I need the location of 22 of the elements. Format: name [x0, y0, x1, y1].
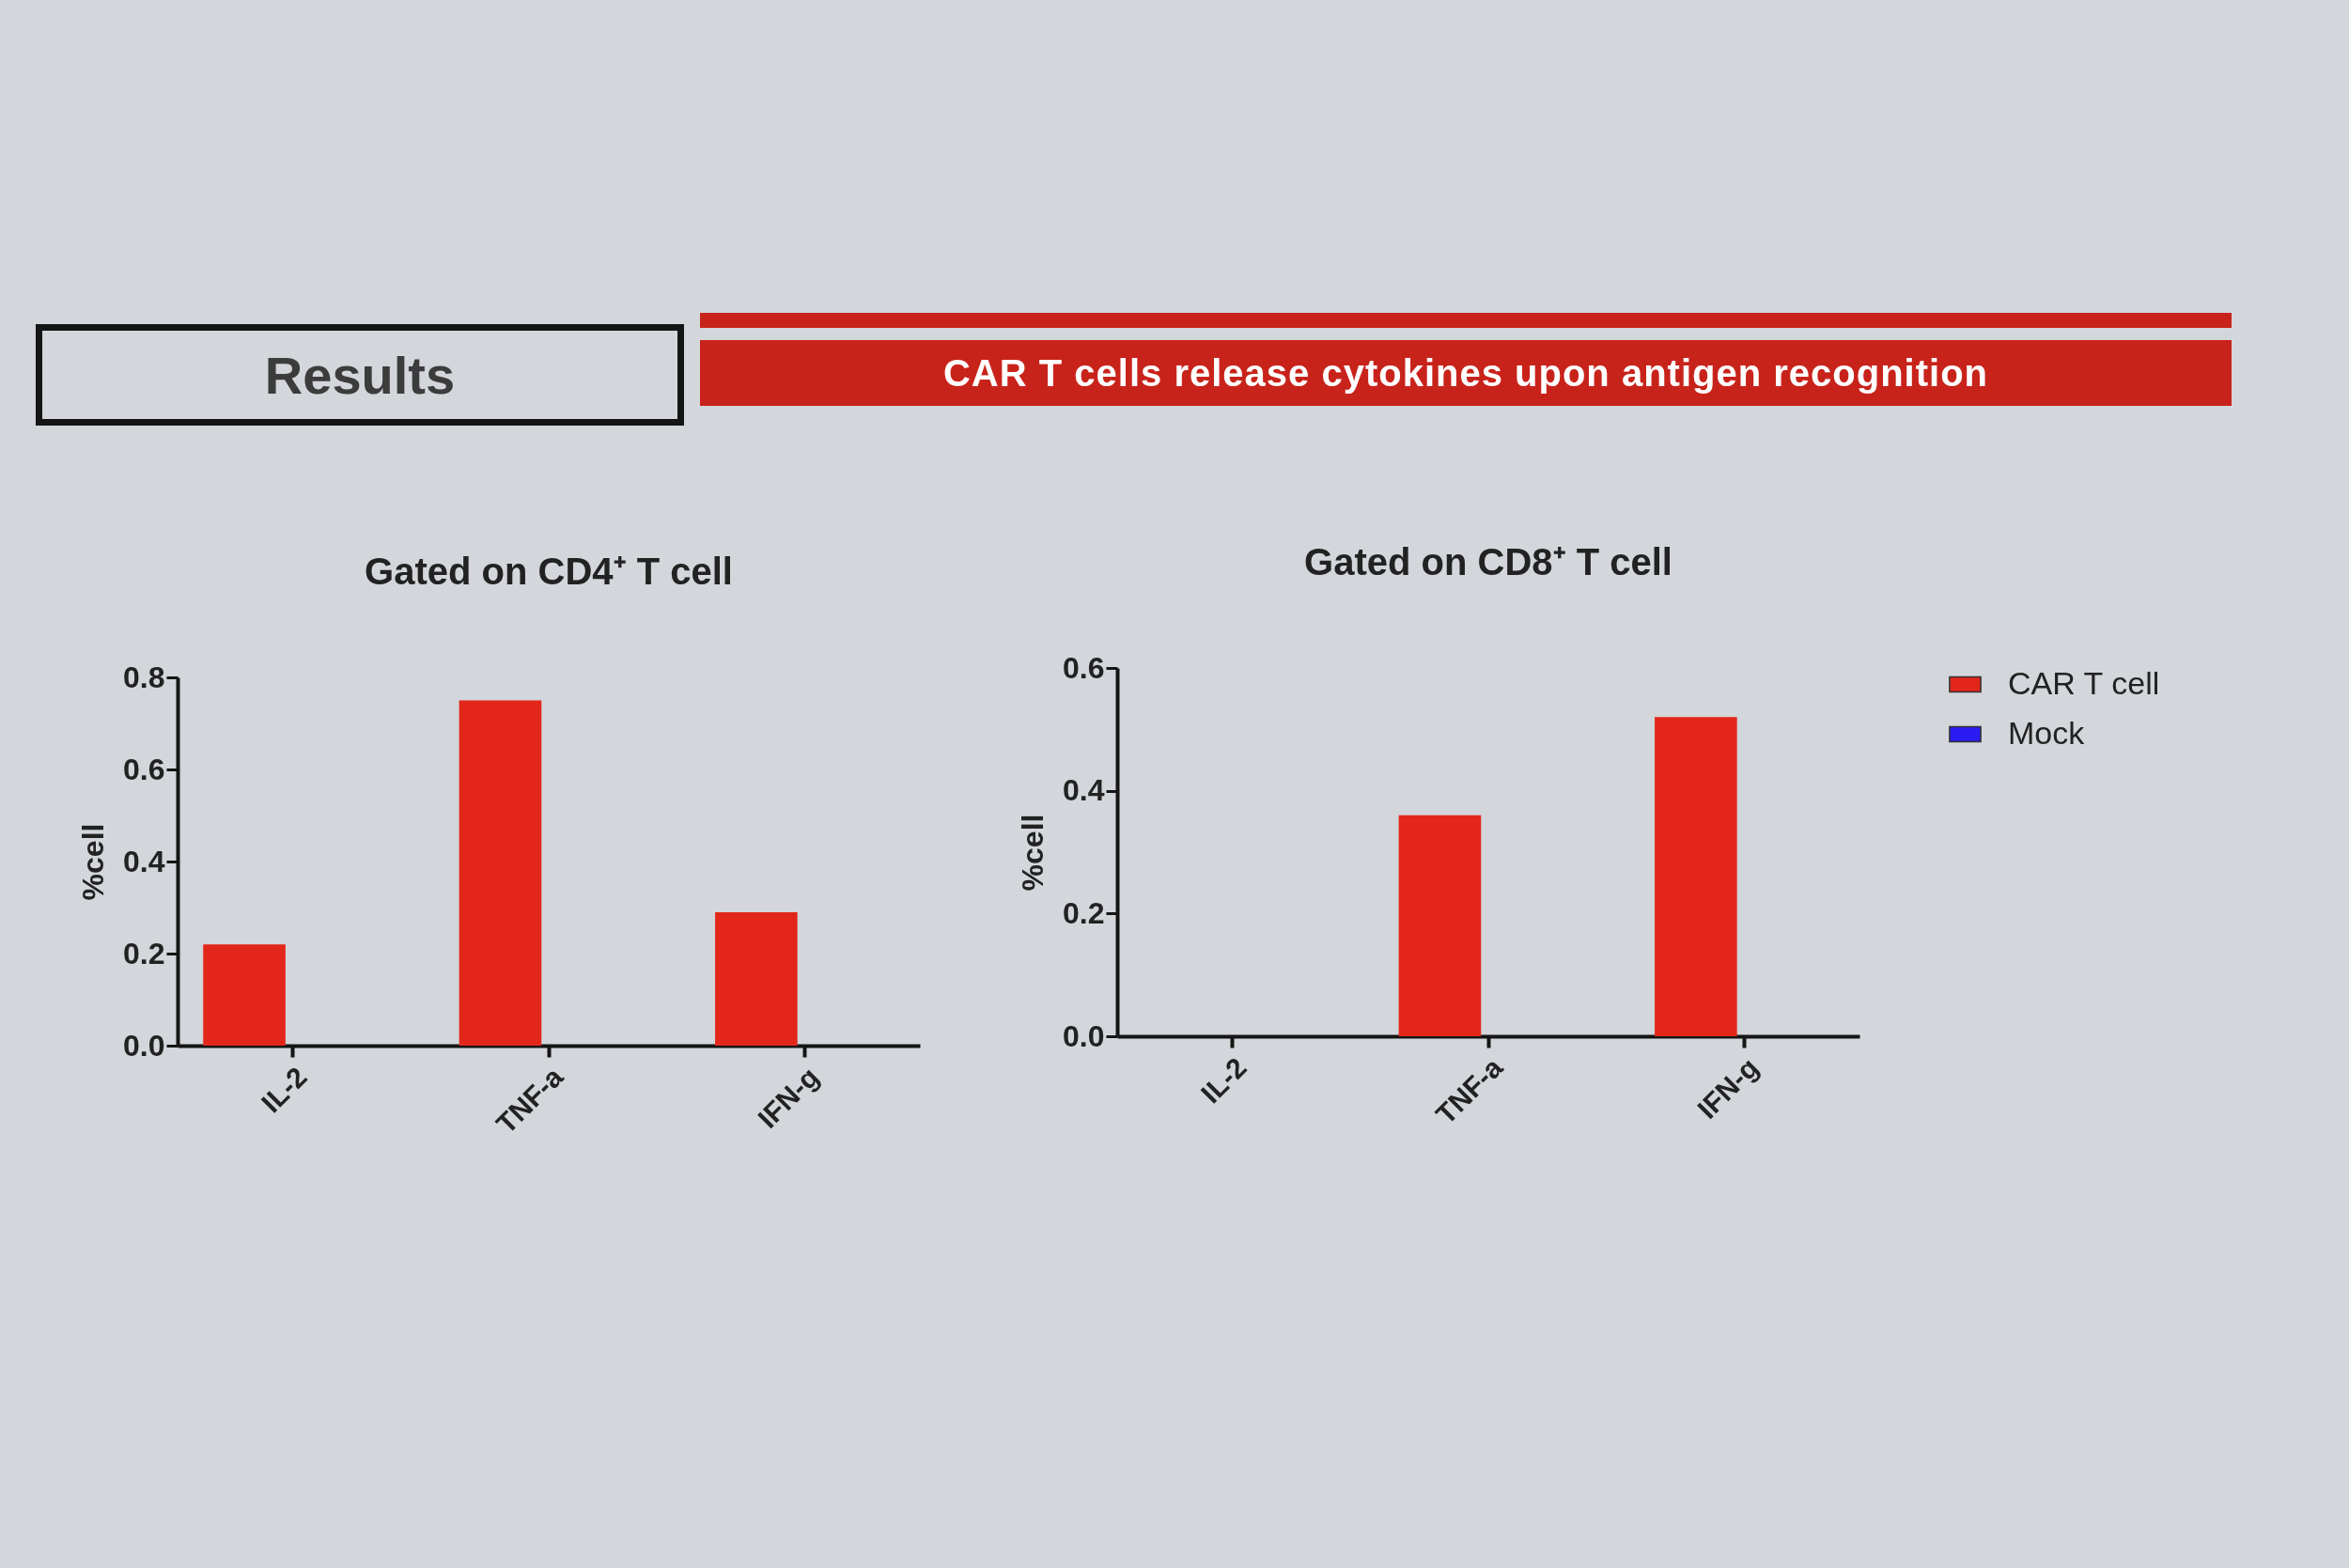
y-tick-label: 0.8: [123, 660, 165, 694]
y-tick-label: 0.0: [123, 1028, 165, 1063]
y-tick-label: 0.2: [123, 936, 165, 970]
legend-label: Mock: [2008, 714, 2086, 751]
y-tick-label: 0.2: [1063, 895, 1105, 930]
bar: [203, 944, 286, 1046]
heading-frame: Results: [36, 324, 684, 426]
y-axis-title: %cell: [1016, 814, 1050, 892]
legend-label: CAR T cell: [2008, 664, 2160, 701]
chart-title: Gated on CD8⁺ T cell: [1304, 541, 1672, 582]
y-tick-label: 0.6: [123, 752, 165, 786]
y-tick-label: 0.6: [1063, 650, 1105, 685]
bar: [715, 911, 798, 1046]
x-tick-label: IL-2: [1194, 1051, 1252, 1110]
y-tick-label: 0.0: [1063, 1018, 1105, 1053]
bar: [459, 700, 542, 1046]
y-tick-label: 0.4: [123, 844, 165, 878]
y-tick-label: 0.4: [1063, 773, 1105, 808]
title-banner: CAR T cells release cytokines upon antigen recognition: [700, 340, 2232, 406]
x-tick-label: IL-2: [255, 1061, 313, 1119]
y-axis-title: %cell: [76, 823, 111, 901]
chart-title: Gated on CD4⁺ T cell: [365, 551, 733, 592]
